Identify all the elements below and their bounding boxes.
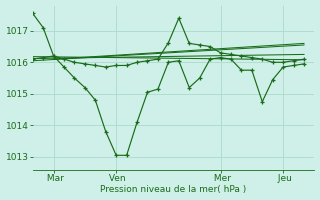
- X-axis label: Pression niveau de la mer( hPa ): Pression niveau de la mer( hPa ): [100, 185, 247, 194]
